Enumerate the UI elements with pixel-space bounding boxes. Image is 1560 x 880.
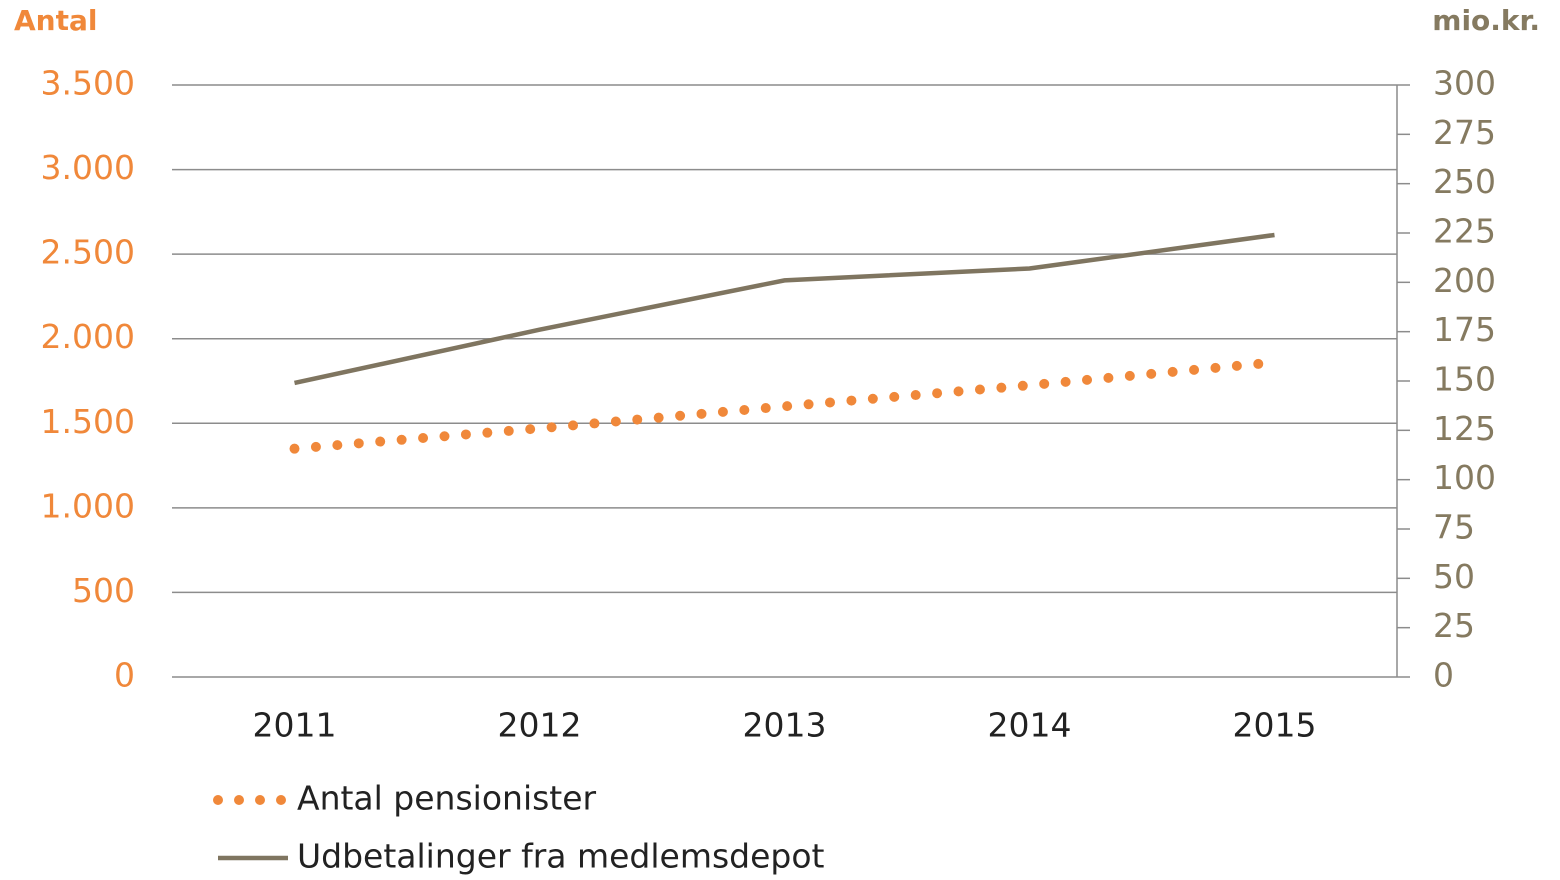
y2-tick-label: 200 [1433,261,1496,300]
y2-tick-label: 0 [1433,656,1454,695]
x-tick-label: 2014 [988,706,1072,745]
y-axis-title: Antal [14,4,97,37]
y-tick-label: 3.500 [41,64,135,103]
y-tick-label: 2.000 [41,317,135,356]
series-line [289,357,1280,454]
y2-tick-label: 225 [1433,212,1496,251]
y2-tick-label: 75 [1433,508,1475,547]
y2-tick-label: 125 [1433,409,1496,448]
y-tick-label: 3.000 [41,148,135,187]
x-tick-label: 2013 [743,706,827,745]
y2-tick-label: 50 [1433,557,1475,596]
y2-tick-label: 300 [1433,64,1496,103]
y2-tick-label: 175 [1433,310,1496,349]
y2-tick-label: 100 [1433,458,1496,497]
y-tick-label: 1.000 [41,486,135,525]
x-tick-label: 2012 [498,706,582,745]
y-tick-label: 500 [72,571,135,610]
y2-tick-label: 150 [1433,360,1496,399]
y2-tick-label: 275 [1433,113,1496,152]
y-tick-label: 2.500 [41,233,135,272]
y-tick-label: 1.500 [41,402,135,441]
y2-tick-label: 25 [1433,606,1475,645]
y2-tick-label: 250 [1433,162,1496,201]
y2-axis-title: mio.kr. [1432,4,1540,37]
legend-label: Antal pensionister [297,779,597,818]
y-tick-label: 0 [114,656,135,695]
x-tick-label: 2015 [1233,706,1317,745]
x-tick-label: 2011 [253,706,337,745]
series-line [294,232,1275,386]
legend-label: Udbetalinger fra medlemsdepot [297,837,825,876]
